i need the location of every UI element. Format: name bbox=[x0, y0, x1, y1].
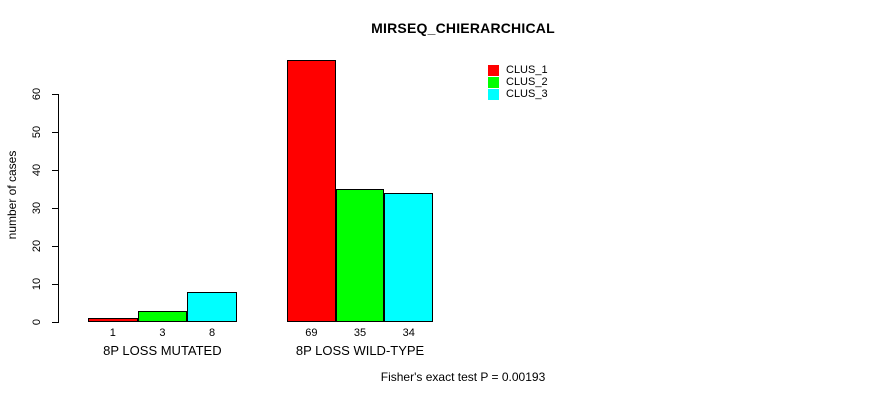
y-axis-tick-label: 60 bbox=[31, 87, 43, 101]
y-axis-tick bbox=[52, 132, 59, 133]
chart-title: MIRSEQ_CHIERARCHICAL bbox=[371, 20, 555, 36]
bar-value-label: 1 bbox=[109, 327, 116, 339]
y-axis-tick-label: 30 bbox=[31, 201, 43, 215]
fisher-test-annotation: Fisher's exact test P = 0.00193 bbox=[380, 370, 546, 384]
legend-item: CLUS_2 bbox=[488, 76, 548, 88]
y-axis-tick-label: 50 bbox=[31, 125, 43, 139]
bar-clus_3-group2 bbox=[384, 192, 434, 322]
bar-value-label: 69 bbox=[305, 327, 318, 339]
bar-value-label: 34 bbox=[402, 327, 415, 339]
legend-label: CLUS_2 bbox=[506, 76, 548, 88]
y-axis-tick bbox=[52, 322, 59, 323]
y-axis-tick bbox=[52, 284, 59, 285]
bar-clus_3-group1 bbox=[187, 291, 237, 322]
legend-label: CLUS_1 bbox=[506, 64, 548, 76]
bar-value-label: 8 bbox=[208, 327, 216, 339]
y-axis-tick-label: 0 bbox=[31, 318, 43, 326]
legend-item: CLUS_3 bbox=[488, 88, 548, 100]
y-axis-label: number of cases bbox=[5, 150, 19, 240]
bar-clus_2-group1 bbox=[137, 310, 188, 322]
y-axis-tick bbox=[52, 208, 59, 209]
legend-swatch-icon bbox=[488, 88, 499, 100]
legend-label: CLUS_3 bbox=[506, 88, 548, 100]
bar-clus_2-group2 bbox=[335, 189, 385, 322]
y-axis-tick bbox=[52, 94, 59, 95]
group-label: 8P LOSS WILD-TYPE bbox=[295, 343, 425, 358]
bar-clus_1-group2 bbox=[287, 59, 336, 322]
y-axis-tick-label: 40 bbox=[31, 163, 43, 177]
bar-clus_1-group1 bbox=[88, 318, 138, 322]
y-axis-tick bbox=[52, 170, 59, 171]
legend-item: CLUS_1 bbox=[488, 64, 548, 76]
group-label: 8P LOSS MUTATED bbox=[103, 343, 222, 358]
legend-swatch-icon bbox=[488, 64, 499, 76]
y-axis-tick-label: 10 bbox=[31, 277, 43, 291]
y-axis-tick bbox=[52, 246, 59, 247]
legend: CLUS_1 CLUS_2 CLUS_3 bbox=[488, 64, 548, 100]
bar-value-label: 35 bbox=[353, 327, 367, 339]
bar-value-label: 3 bbox=[159, 327, 166, 339]
legend-swatch-icon bbox=[488, 76, 499, 88]
y-axis-tick-label: 20 bbox=[31, 239, 43, 253]
